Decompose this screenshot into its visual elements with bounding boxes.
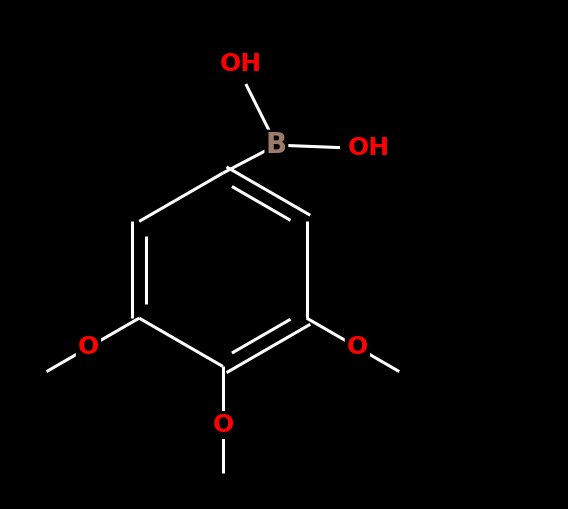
Text: O: O: [346, 335, 368, 359]
Text: OH: OH: [348, 135, 390, 160]
Text: O: O: [212, 413, 233, 437]
Text: O: O: [78, 335, 99, 359]
Text: OH: OH: [220, 52, 262, 76]
Text: B: B: [266, 131, 287, 159]
